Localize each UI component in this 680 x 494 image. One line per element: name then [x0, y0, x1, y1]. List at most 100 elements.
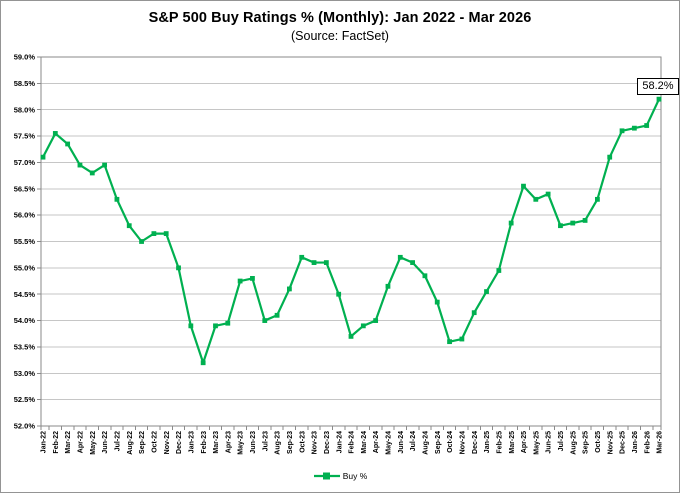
x-tick-label: May-24 [386, 431, 393, 455]
y-tick-label: 54.0% [14, 316, 36, 325]
x-tick-label: Nov-23 [312, 431, 319, 454]
x-tick-label: Aug-23 [275, 431, 282, 455]
x-tick-label: Jul-25 [558, 431, 565, 451]
data-point-marker [545, 191, 551, 197]
data-point-marker [397, 254, 403, 260]
y-tick-label: 56.0% [14, 211, 36, 220]
x-tick-label: Sep-24 [435, 431, 442, 454]
data-point-marker [459, 336, 465, 342]
x-tick-label: Jun-22 [102, 431, 109, 454]
data-point-marker [213, 323, 218, 329]
x-tick-label: Feb-25 [496, 431, 503, 454]
legend: Buy % [1, 468, 679, 484]
data-point-marker [595, 196, 600, 202]
data-point-marker [496, 268, 502, 273]
x-tick-label: Mar-22 [65, 431, 72, 454]
data-point-marker [644, 123, 650, 128]
x-tick-label: Sep-23 [287, 431, 294, 454]
data-point-marker [410, 260, 415, 265]
data-point-marker [521, 183, 526, 189]
y-tick-label: 52.0% [14, 422, 36, 431]
x-tick-label: Feb-26 [644, 431, 651, 454]
x-tick-label: Jan-24 [336, 431, 343, 453]
data-point-marker [151, 231, 157, 236]
last-value-callout: 58.2% [637, 78, 679, 95]
x-tick-label: Dec-25 [620, 431, 627, 454]
data-point-marker [299, 254, 305, 260]
data-point-marker [77, 162, 83, 168]
data-point-marker [40, 154, 46, 160]
x-tick-label: Oct-22 [151, 431, 158, 453]
data-point-marker [89, 170, 95, 176]
data-point-marker [114, 196, 120, 202]
y-tick-label: 58.0% [14, 105, 36, 114]
x-tick-label: Jun-23 [250, 431, 257, 454]
chart-subtitle: (Source: FactSet) [291, 29, 389, 43]
data-point-marker [176, 265, 181, 271]
x-tick-label: Oct-25 [595, 431, 602, 453]
y-tick-label: 53.0% [14, 369, 36, 378]
x-tick-label: Feb-24 [349, 431, 356, 454]
data-point-marker [360, 323, 366, 329]
y-tick-label: 55.5% [14, 237, 36, 246]
data-point-marker [619, 128, 625, 134]
data-point-marker [287, 286, 292, 292]
data-point-marker [200, 360, 206, 366]
x-tick-label: Nov-25 [607, 431, 614, 454]
x-tick-label: Jul-24 [410, 431, 417, 451]
legend-line-icon [313, 472, 340, 480]
x-tick-label: Jun-24 [398, 431, 405, 454]
x-tick-label: Nov-24 [459, 431, 466, 454]
buy-percent-line [42, 98, 660, 364]
data-point-marker [631, 125, 637, 131]
data-point-marker [225, 320, 231, 326]
x-tick-label: Nov-22 [164, 431, 171, 454]
x-tick-label: Aug-22 [127, 431, 134, 455]
x-tick-label: May-22 [90, 431, 97, 455]
y-tick-label: 57.5% [14, 132, 36, 141]
y-tick-label: 54.5% [14, 290, 36, 299]
x-tick-label: Oct-23 [299, 431, 306, 453]
data-point-marker [336, 291, 342, 297]
x-tick-label: Sep-22 [139, 431, 146, 454]
x-tick-label: Dec-23 [324, 431, 331, 454]
x-tick-label: Feb-23 [201, 431, 208, 454]
x-tick-label: Feb-22 [53, 431, 60, 454]
data-point-marker [656, 96, 662, 102]
data-point-marker [348, 333, 354, 339]
y-tick-label: 52.5% [14, 395, 36, 404]
x-tick-label: Oct-24 [447, 431, 454, 453]
x-tick-label: Aug-25 [570, 431, 577, 455]
data-point-marker [607, 154, 613, 160]
x-tick-label: Dec-24 [472, 431, 479, 454]
y-tick-label: 55.0% [14, 263, 36, 272]
data-point-marker [373, 318, 379, 323]
x-tick-label: Aug-24 [423, 431, 430, 455]
y-tick-label: 53.5% [14, 343, 36, 352]
data-point-marker [237, 278, 243, 284]
data-point-marker [139, 239, 144, 244]
x-tick-label: Mar-25 [509, 431, 516, 454]
data-point-marker [582, 218, 588, 223]
x-tick-label: Jun-25 [546, 431, 553, 454]
data-point-marker [262, 318, 268, 323]
x-tick-label: Apr-24 [373, 431, 380, 453]
data-point-marker [188, 323, 194, 329]
data-point-marker [471, 310, 477, 316]
data-point-marker [385, 283, 391, 289]
x-tick-label: Mar-24 [361, 431, 368, 454]
x-tick-label: Sep-25 [583, 431, 590, 454]
x-tick-label: Jul-22 [115, 431, 122, 451]
data-point-marker [422, 273, 428, 279]
data-point-marker [447, 339, 452, 345]
data-point-marker [126, 223, 132, 229]
x-tick-label: Dec-22 [176, 431, 183, 454]
y-tick-label: 58.5% [14, 79, 36, 88]
data-point-marker [323, 260, 329, 265]
x-tick-label: Apr-23 [225, 431, 232, 453]
data-point-marker [250, 276, 255, 281]
data-point-marker [163, 231, 169, 236]
data-point-marker [52, 131, 58, 136]
